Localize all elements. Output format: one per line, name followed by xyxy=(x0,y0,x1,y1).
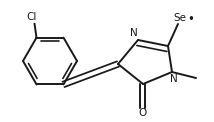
Text: Cl: Cl xyxy=(26,12,37,22)
Text: N: N xyxy=(170,74,178,84)
Text: Se: Se xyxy=(174,13,186,23)
Text: •: • xyxy=(187,12,195,25)
Text: O: O xyxy=(139,108,147,118)
Text: N: N xyxy=(130,28,138,38)
